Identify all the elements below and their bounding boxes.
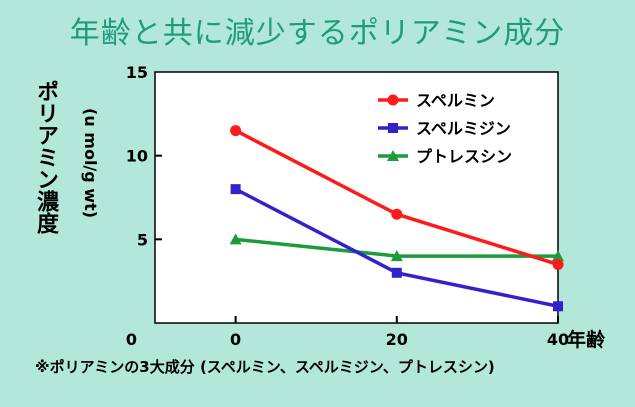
data-point-1 [552,258,564,270]
x-axis-label: 年齢 [567,328,606,351]
y-tick-label: 0 [126,330,137,349]
data-point-1 [391,208,403,220]
footnote: ※ポリアミンの3大成分 (スペルミン、スペルミジン、プトレスシン) [35,358,495,376]
y-axis-unit-label: (u mol/g wt) [81,108,100,219]
data-point-2 [230,184,241,195]
x-tick-label: 40 [547,330,569,349]
data-point-2 [391,267,402,278]
y-axis-label: ポリアミン濃度 [33,80,58,234]
legend-label-1: スペルミン [416,91,495,110]
plot-area [154,71,559,324]
y-tick-label: 10 [126,147,148,166]
legend-marker-3 [387,150,399,161]
data-point-3 [552,250,564,262]
page-title: 年齢と共に減少するポリアミン成分 [69,16,566,51]
x-tick-label: 20 [386,330,408,349]
x-tick-label: 0 [230,330,241,349]
legend-marker-1 [387,94,399,106]
legend-label-3: プトレスシン [416,147,512,166]
data-point-3 [229,233,242,245]
data-point-1 [230,125,242,137]
data-point-3 [390,250,403,262]
y-tick-label: 5 [137,230,148,249]
y-tick-label: 15 [126,63,148,82]
legend-marker-2 [388,123,398,133]
legend-label-2: スペルミジン [416,119,511,138]
data-point-2 [553,301,563,312]
